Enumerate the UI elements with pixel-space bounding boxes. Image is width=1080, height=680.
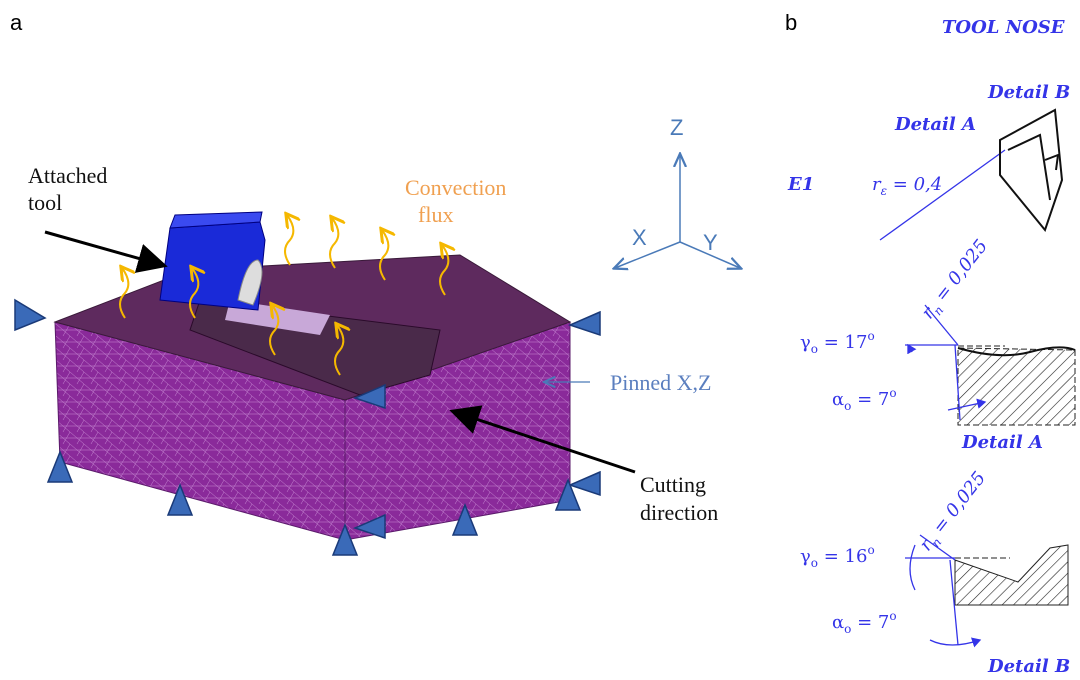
- insert-sketch: [1000, 110, 1062, 230]
- axis-label: X: [632, 225, 647, 250]
- annotation: tool: [28, 190, 62, 215]
- text: o: [811, 556, 818, 570]
- text: o: [811, 342, 818, 356]
- detail-a: rn = 0,025 γo = 17o αo = 7o Detail A: [800, 236, 1075, 453]
- tool: [160, 212, 265, 310]
- panel-label: b: [785, 10, 797, 35]
- annotation: flux: [418, 202, 453, 227]
- annotation: direction: [640, 500, 718, 525]
- detail-b: rn = 0,025 γo = 16o αo = 7o Detail B: [800, 468, 1070, 677]
- text: o: [844, 622, 851, 636]
- svg-text:rn = 0,025: rn = 0,025: [917, 236, 994, 325]
- label: Detail A: [894, 114, 976, 135]
- axis-label: Z: [670, 115, 683, 140]
- text: = 16: [818, 546, 867, 567]
- text: o: [889, 386, 896, 400]
- text: = 7: [851, 612, 889, 633]
- workpiece: [55, 255, 570, 540]
- axes-triad: [615, 155, 740, 268]
- svg-text:γo = 17o: γo = 17o: [800, 329, 875, 356]
- text: = 17: [818, 332, 867, 353]
- axis-label: Y: [703, 230, 718, 255]
- text: Detail A: [961, 432, 1043, 453]
- text: o: [867, 543, 874, 557]
- annotation: Attached: [28, 163, 107, 188]
- text: = 0,025: [925, 468, 990, 542]
- text: = 0,025: [927, 236, 992, 310]
- annotation: Convection: [405, 175, 506, 200]
- dim-line: [880, 150, 1005, 240]
- annotation: Pinned X,Z: [610, 370, 711, 395]
- panel-label: a: [10, 10, 23, 35]
- leader: [45, 232, 162, 265]
- formula: rε = 0,4: [872, 174, 942, 198]
- text: o: [889, 609, 896, 623]
- text: o: [844, 399, 851, 413]
- annotation: Cutting: [640, 472, 706, 497]
- text: α: [832, 389, 844, 410]
- text: = 0,4: [887, 174, 942, 195]
- text: Detail B: [987, 656, 1070, 677]
- text: o: [867, 329, 874, 343]
- text: γ: [800, 546, 811, 567]
- label: E1: [787, 174, 814, 195]
- title: TOOL NOSE: [942, 17, 1065, 38]
- svg-text:αo = 7o: αo = 7o: [832, 386, 897, 413]
- svg-text:γo = 16o: γo = 16o: [800, 543, 875, 570]
- text: α: [832, 612, 844, 633]
- text: = 7: [851, 389, 889, 410]
- svg-text:αo = 7o: αo = 7o: [832, 609, 897, 636]
- figure: a b Z X Y Attached tool Convection flux …: [0, 0, 1080, 680]
- svg-text:rn = 0,025: rn = 0,025: [915, 468, 992, 557]
- text: γ: [800, 332, 811, 353]
- label: Detail B: [987, 82, 1070, 103]
